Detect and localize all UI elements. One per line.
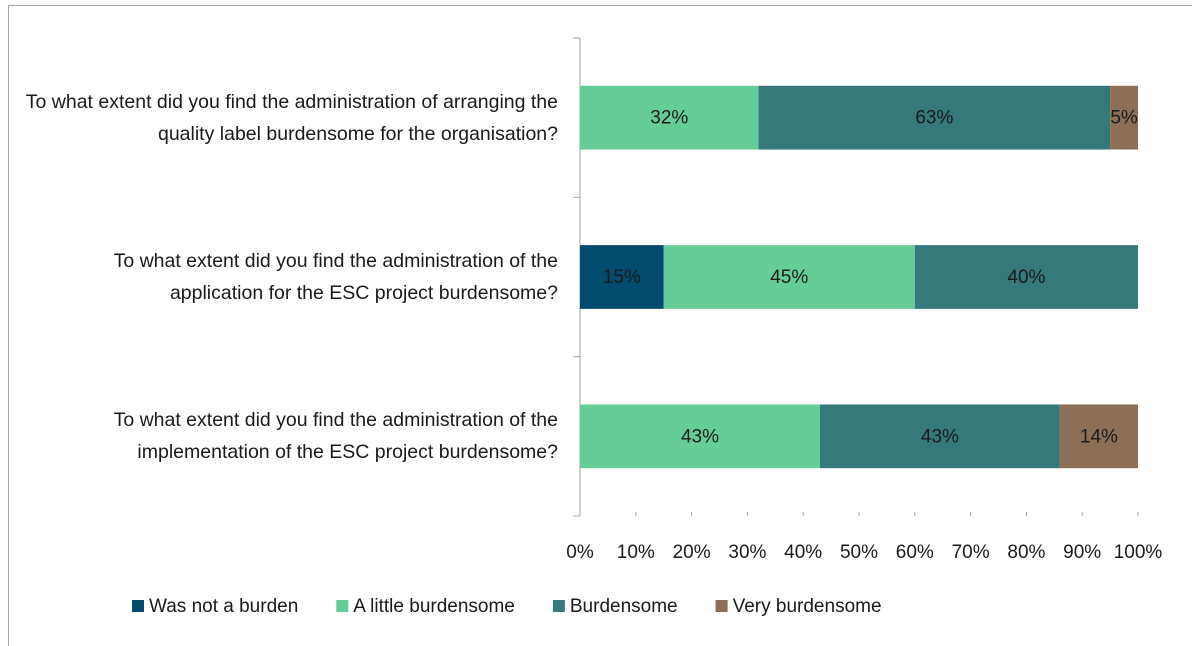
x-tick-label: 80% <box>1007 542 1045 563</box>
x-tick-label: 10% <box>617 542 655 563</box>
data-label: 32% <box>650 108 688 129</box>
x-tick-label: 0% <box>566 542 594 563</box>
x-tick-label: 30% <box>728 542 766 563</box>
x-tick-label: 20% <box>673 542 711 563</box>
x-tick-label: 50% <box>840 542 878 563</box>
legend-label: A little burdensome <box>353 596 515 617</box>
chart-frame <box>8 5 1192 646</box>
bar-segment <box>1059 404 1138 469</box>
data-label: 15% <box>603 267 641 288</box>
category-label: To what extent did you find the administ… <box>113 250 558 304</box>
legend-label: Very burdensome <box>733 596 882 617</box>
legend-label: Burdensome <box>570 596 678 617</box>
legend-swatch <box>552 600 565 612</box>
bar-segment <box>580 404 820 469</box>
data-label: 5% <box>1110 108 1138 129</box>
x-tick-label: 70% <box>952 542 990 563</box>
bar-segment <box>663 245 915 309</box>
data-label: 43% <box>681 426 719 447</box>
category-label: To what extent did you find the administ… <box>113 409 558 464</box>
data-label: 45% <box>770 267 808 288</box>
bar-segment <box>580 245 664 309</box>
legend-swatch <box>336 600 349 612</box>
bar-segment <box>819 404 1060 469</box>
legend-swatch <box>132 600 144 612</box>
data-label: 63% <box>915 108 953 129</box>
bar-segment <box>580 85 759 150</box>
data-label: 40% <box>1007 267 1045 288</box>
legend-swatch <box>715 600 728 612</box>
bar-segment <box>758 85 1111 150</box>
legend-label: Was not a burden <box>149 596 298 617</box>
x-tick-label: 60% <box>896 542 934 563</box>
data-label: 14% <box>1080 426 1118 447</box>
bar-segment <box>914 245 1138 309</box>
category-label: To what extent did you find the administ… <box>25 90 558 145</box>
x-tick-label: 100% <box>1114 542 1163 563</box>
bar-segment <box>1110 85 1138 150</box>
x-tick-label: 90% <box>1063 542 1101 563</box>
data-label: 43% <box>921 426 959 447</box>
x-tick-label: 40% <box>784 542 822 563</box>
